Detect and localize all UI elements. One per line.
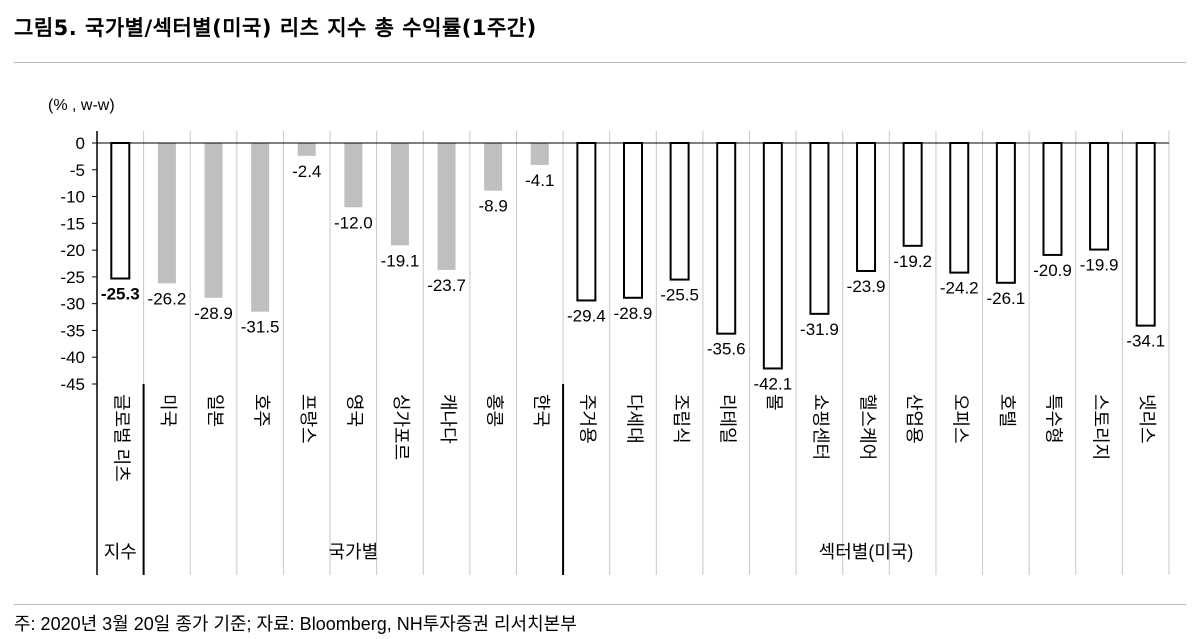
bar-5 (297, 143, 316, 156)
y-tick-label: -40 (60, 348, 85, 367)
value-label-18: -19.2 (893, 252, 932, 271)
y-tick-label: -20 (60, 241, 85, 260)
category-label-16: 쇼핑센터 (811, 394, 831, 460)
category-label-8: 캐나다 (438, 394, 458, 444)
bar-13 (669, 142, 690, 281)
category-label-13: 조립식 (671, 394, 691, 444)
value-label-20: -26.1 (986, 289, 1025, 308)
value-label-21: -20.9 (1033, 261, 1072, 280)
bar-17 (856, 142, 877, 272)
category-label-22: 스토리지 (1090, 394, 1110, 460)
value-label-5: -2.4 (292, 162, 321, 181)
category-label-6: 영국 (345, 394, 365, 427)
category-label-3: 일본 (205, 394, 225, 427)
y-tick-label: -45 (60, 375, 85, 394)
unit-label: (% , w-w) (48, 97, 115, 114)
bar-2 (157, 143, 176, 284)
category-label-1: 글로벌 리츠 (112, 394, 132, 482)
source-note: 주: 2020년 3월 20일 종가 기준; 자료: Bloomberg, NH… (14, 614, 577, 634)
value-label-9: -8.9 (479, 197, 508, 216)
bar-chart: (% , w-w) 0 -5 -10 -15 -20 -25 -30 -35 -40 -45 -2… (48, 97, 1170, 575)
group-label-1: 지수 (104, 542, 137, 562)
bar-3 (204, 143, 223, 298)
category-label-19: 오피스 (951, 394, 971, 444)
bar-6 (344, 143, 363, 208)
category-grid (143, 131, 1170, 575)
value-label-6: -12.0 (334, 213, 373, 232)
value-label-17: -23.9 (847, 277, 886, 296)
value-label-3: -28.9 (194, 304, 233, 323)
bar-9 (484, 143, 503, 191)
value-label-22: -19.9 (1080, 256, 1119, 275)
bar-12 (623, 142, 643, 299)
value-labels: -25.3 -26.2 -28.9 -31.5 -2.4 -12.0 -19.1 -23.7 -… (101, 162, 1165, 394)
category-label-10: 한국 (531, 394, 551, 427)
group-label-3: 섹터별(미국) (819, 542, 914, 562)
group-label-2: 국가별 (329, 542, 379, 562)
bar-18 (902, 142, 923, 247)
y-tick-label: -5 (70, 161, 85, 180)
category-label-5: 프랑스 (298, 394, 318, 444)
category-label-2: 미국 (158, 394, 178, 427)
value-label-12: -28.9 (614, 304, 653, 323)
group-labels: 지수 국가별 섹터별(미국) (104, 542, 914, 562)
category-label-20: 호텔 (997, 394, 1017, 427)
value-label-7: -19.1 (381, 251, 420, 270)
bar-7 (390, 143, 409, 246)
y-axis-ticks: 0 -5 -10 -15 -20 -25 -30 -35 -40 -45 (60, 134, 97, 394)
bar-19 (949, 142, 970, 274)
category-label-11: 주거용 (578, 394, 598, 444)
bar-11 (576, 142, 597, 302)
bar-21 (1042, 142, 1063, 256)
y-tick-label: -25 (60, 268, 85, 287)
bar-20 (995, 142, 1016, 284)
category-labels: 글로벌 리츠 미국 일본 호주 프랑스 영국 싱가포르 캐나다 홍콩 한국 주거용 다세대 조립식 리테일… (112, 394, 1157, 482)
bar-15 (762, 142, 783, 370)
category-label-18: 산업용 (904, 394, 924, 444)
axes (96, 131, 1169, 575)
value-label-4: -31.5 (241, 318, 280, 337)
y-tick-label: -10 (60, 188, 85, 207)
category-label-17: 헬스케어 (857, 394, 877, 460)
bar-1 (110, 142, 131, 280)
category-label-7: 싱가포르 (391, 394, 411, 460)
bar-16 (809, 142, 830, 315)
bar-8 (437, 143, 456, 270)
value-label-23: -34.1 (1126, 332, 1165, 351)
value-label-19: -24.2 (940, 279, 979, 298)
category-label-21: 특수형 (1044, 394, 1064, 444)
figure-title: 그림5. 국가별/섹터별(미국) 리츠 지수 총 수익률(1주간) (14, 16, 537, 40)
top-divider (14, 62, 1186, 63)
category-label-14: 리테일 (717, 394, 737, 444)
category-label-23: 넷리스 (1137, 394, 1157, 444)
bottom-divider (14, 604, 1186, 605)
category-label-4: 호주 (251, 394, 271, 427)
y-tick-label: 0 (76, 134, 85, 153)
value-label-16: -31.9 (800, 320, 839, 339)
category-label-15: 몰 (764, 394, 784, 411)
category-label-9: 홍콩 (484, 394, 504, 427)
category-label-12: 다세대 (624, 394, 644, 444)
bar-22 (1089, 142, 1110, 251)
y-tick-label: -15 (60, 214, 85, 233)
bar-10 (530, 143, 549, 165)
value-label-11: -29.4 (567, 306, 606, 325)
bar-14 (716, 142, 737, 335)
y-tick-label: -30 (60, 295, 85, 314)
value-label-10: -4.1 (525, 171, 554, 190)
value-label-2: -26.2 (148, 289, 187, 308)
y-tick-label: -35 (60, 321, 85, 340)
value-label-8: -23.7 (427, 276, 466, 295)
value-label-14: -35.6 (707, 340, 746, 359)
value-label-15: -42.1 (753, 374, 792, 393)
value-label-1: -25.3 (101, 284, 140, 303)
bar-23 (1135, 142, 1156, 327)
bar-4 (251, 143, 270, 312)
value-label-13: -25.5 (660, 286, 699, 305)
